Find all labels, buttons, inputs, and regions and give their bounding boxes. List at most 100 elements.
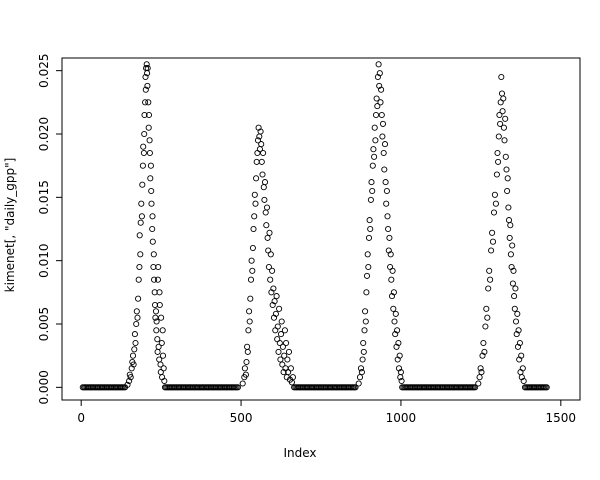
data-point bbox=[244, 348, 251, 355]
data-point bbox=[475, 380, 482, 387]
data-point bbox=[271, 298, 278, 305]
data-point bbox=[136, 263, 143, 271]
data-point bbox=[514, 343, 522, 350]
x-tick-label: 0 bbox=[77, 411, 85, 425]
data-point bbox=[149, 225, 156, 233]
data-point bbox=[374, 73, 381, 81]
data-point bbox=[387, 263, 394, 271]
data-point bbox=[378, 86, 385, 93]
data-point bbox=[280, 369, 287, 376]
data-point bbox=[142, 73, 149, 81]
data-point bbox=[396, 352, 403, 359]
data-point bbox=[509, 242, 516, 249]
data-point bbox=[249, 244, 256, 252]
data-point bbox=[276, 305, 283, 312]
data-point bbox=[479, 352, 486, 359]
data-point bbox=[131, 346, 138, 353]
y-tick-label: 0.005 bbox=[37, 307, 51, 341]
data-point bbox=[512, 318, 520, 325]
y-tick-label: 0.000 bbox=[37, 370, 51, 404]
data-point bbox=[248, 257, 255, 264]
data-point bbox=[378, 111, 385, 119]
data-point bbox=[508, 263, 515, 271]
data-point bbox=[146, 137, 153, 144]
data-point bbox=[365, 234, 373, 241]
data-point bbox=[518, 374, 525, 381]
data-point bbox=[514, 310, 521, 317]
data-point bbox=[279, 361, 286, 368]
data-point bbox=[376, 70, 383, 77]
data-point bbox=[505, 217, 513, 224]
data-point bbox=[269, 301, 276, 309]
data-point bbox=[515, 327, 522, 334]
data-point bbox=[516, 339, 523, 347]
data-point bbox=[352, 384, 359, 391]
data-point bbox=[519, 365, 526, 372]
data-point bbox=[145, 124, 152, 131]
data-point bbox=[518, 352, 525, 359]
data-point bbox=[142, 86, 149, 93]
data-point bbox=[141, 130, 148, 138]
data-point bbox=[246, 318, 253, 325]
data-point bbox=[497, 120, 504, 127]
data-point bbox=[156, 301, 163, 309]
data-point bbox=[495, 158, 502, 165]
data-point bbox=[281, 352, 288, 359]
data-point bbox=[278, 318, 285, 325]
data-point bbox=[489, 238, 497, 245]
data-point bbox=[272, 310, 279, 317]
data-point bbox=[158, 339, 165, 347]
data-point bbox=[376, 82, 383, 89]
data-point bbox=[242, 371, 249, 378]
data-point bbox=[476, 374, 483, 381]
data-point bbox=[283, 339, 290, 347]
data-point bbox=[135, 276, 142, 283]
data-point bbox=[266, 229, 273, 236]
data-point bbox=[143, 61, 150, 68]
data-point bbox=[355, 380, 362, 387]
data-point bbox=[127, 374, 134, 381]
data-point bbox=[543, 384, 550, 391]
data-point bbox=[494, 149, 501, 157]
data-point bbox=[360, 339, 367, 347]
data-point bbox=[487, 276, 494, 283]
data-point bbox=[251, 191, 258, 198]
data-point bbox=[154, 276, 161, 283]
data-point bbox=[363, 289, 370, 296]
data-point bbox=[504, 187, 511, 195]
data-point bbox=[385, 247, 392, 254]
data-point bbox=[133, 320, 140, 328]
data-point bbox=[397, 369, 404, 376]
data-point bbox=[254, 149, 261, 157]
data-point bbox=[365, 263, 372, 271]
data-point bbox=[498, 73, 505, 81]
data-point bbox=[358, 369, 365, 376]
data-point bbox=[147, 175, 154, 182]
data-point bbox=[500, 124, 507, 131]
data-point bbox=[263, 222, 270, 229]
data-point bbox=[511, 305, 518, 312]
data-point bbox=[520, 377, 527, 385]
data-point bbox=[159, 352, 167, 359]
x-tick-label: 1000 bbox=[386, 411, 417, 425]
data-point bbox=[124, 381, 131, 388]
data-point bbox=[244, 343, 251, 350]
data-point bbox=[239, 380, 246, 387]
data-point bbox=[496, 111, 503, 119]
data-point bbox=[270, 285, 277, 292]
data-point bbox=[375, 61, 382, 68]
data-point bbox=[490, 209, 498, 216]
data-point bbox=[144, 65, 151, 72]
data-point bbox=[156, 289, 163, 296]
data-point bbox=[384, 213, 391, 220]
data-point bbox=[359, 356, 366, 363]
data-point bbox=[499, 108, 506, 115]
data-point bbox=[140, 143, 147, 150]
data-point bbox=[136, 232, 143, 239]
data-point bbox=[258, 158, 265, 165]
data-point bbox=[284, 356, 291, 363]
data-point bbox=[488, 247, 495, 254]
data-point bbox=[241, 365, 248, 372]
data-point bbox=[161, 377, 168, 385]
y-tick-label: 0.020 bbox=[37, 117, 51, 151]
